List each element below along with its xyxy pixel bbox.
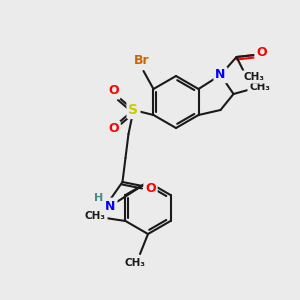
Text: Br: Br [134, 55, 149, 68]
Text: O: O [145, 182, 156, 194]
Text: O: O [108, 122, 119, 136]
Text: CH₃: CH₃ [124, 258, 146, 268]
Text: CH₃: CH₃ [249, 82, 270, 92]
Text: CH₃: CH₃ [243, 72, 264, 82]
Text: S: S [128, 103, 139, 117]
Text: H: H [94, 193, 103, 203]
Text: CH₃: CH₃ [85, 211, 106, 221]
Text: N: N [215, 68, 226, 82]
Text: O: O [108, 85, 119, 98]
Text: N: N [105, 200, 116, 212]
Text: O: O [256, 46, 267, 59]
